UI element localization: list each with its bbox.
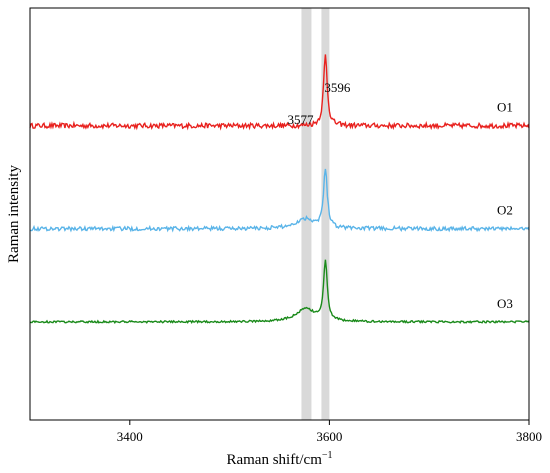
series-label-o2: O2 [497,203,513,218]
series-label-o1: O1 [497,100,513,115]
annotation-3596: 3596 [324,80,351,95]
series-line-o1 [29,54,530,131]
x-axis-title: Raman shift/cm−1 [226,450,332,468]
x-axis-title-main: Raman shift/cm [226,452,322,468]
annotation-3577: 3577 [287,112,314,127]
x-tick-label-3600: 3600 [316,429,342,444]
series-labels: O1 O2 O3 [497,100,513,311]
shaded-band-3577 [301,8,312,420]
series-line-o3 [29,259,530,325]
x-tick-label-3400: 3400 [117,429,143,444]
x-axis-ticks: 3400 3600 3800 [117,420,542,444]
x-tick-label-3800: 3800 [516,429,542,444]
shaded-bands [301,8,330,420]
series-label-o3: O3 [497,296,513,311]
series-lines [29,54,530,325]
x-axis-title-superscript: −1 [322,450,333,461]
peak-annotations: 3577 3596 [287,80,350,127]
series-line-o2 [29,168,530,233]
shaded-band-3596 [321,8,330,420]
plot-frame [29,7,530,421]
y-axis-title: Raman intensity [6,165,22,263]
